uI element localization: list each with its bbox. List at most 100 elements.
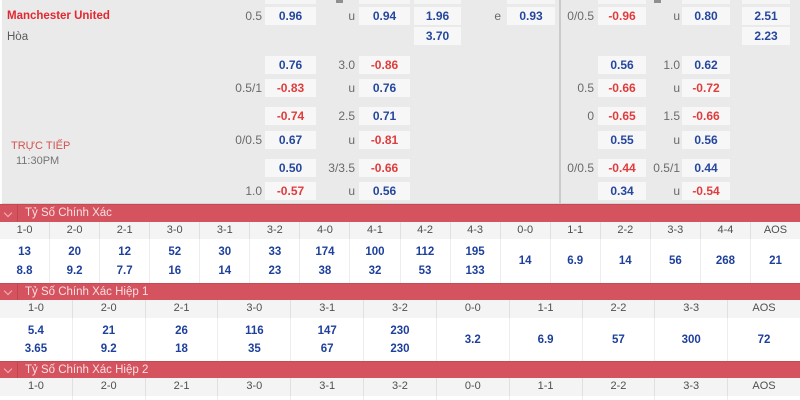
score-odds-value[interactable]: 3.65 — [24, 343, 48, 356]
odds-cell[interactable]: -0.66 — [682, 107, 730, 125]
score-odds-value[interactable]: 3.2 — [464, 333, 481, 346]
score-odds-value[interactable]: 32 — [368, 264, 382, 277]
score-odds-value[interactable]: 7.7 — [116, 264, 133, 277]
score-odds-value[interactable]: 57 — [612, 333, 625, 346]
score-odds-value[interactable]: 67 — [320, 343, 334, 356]
score-odds-value[interactable]: 230 — [390, 324, 410, 337]
score-odds-value[interactable]: 300 — [681, 333, 701, 346]
odds-cell[interactable]: -0.57 — [265, 182, 316, 200]
collapse-toggle[interactable] — [0, 283, 18, 300]
odds-cell[interactable]: 0.94 — [359, 7, 410, 25]
score-odds-value[interactable]: 195 — [465, 246, 485, 259]
score-column-header: 2-2 — [601, 221, 651, 239]
score-odds-value[interactable]: 268 — [715, 255, 735, 267]
score-column-header: AOS — [752, 380, 776, 392]
score-odds-column — [73, 395, 146, 400]
score-odds-value[interactable]: 20 — [68, 246, 81, 259]
section-header-bar[interactable]: Tỷ Số Chính Xác Hiệp 1 — [0, 282, 800, 300]
odds-cell[interactable]: 0.93 — [507, 7, 555, 25]
score-values-row: 13 8.8 20 9.2 12 7.7 52 16 30 14 33 23 174 38 100 32 112… — [0, 239, 800, 283]
section-header-bar[interactable]: Tỷ Số Chính Xác Hiệp 2 — [0, 360, 800, 378]
odds-cell[interactable]: 2.23 — [742, 27, 790, 45]
odds-cell[interactable]: -0.72 — [682, 79, 730, 97]
score-odds-value[interactable]: 8.8 — [16, 264, 33, 277]
odds-cell[interactable]: 0.50 — [265, 159, 316, 177]
score-odds-value[interactable]: 112 — [415, 246, 435, 259]
odds-cell[interactable]: -0.86 — [359, 55, 410, 74]
score-odds-value[interactable]: 33 — [268, 246, 282, 259]
odds-cell[interactable]: 0.56 — [359, 182, 410, 200]
score-odds-value[interactable]: 52 — [168, 246, 182, 259]
odds-cell[interactable]: -0.81 — [359, 130, 410, 149]
odds-cell[interactable]: 1.96 — [414, 7, 461, 25]
score-odds-value[interactable]: 18 — [175, 343, 188, 356]
line-label: u — [348, 81, 355, 95]
score-odds-column — [364, 395, 437, 400]
score-odds-value[interactable]: 53 — [418, 264, 432, 277]
score-header-row: 1-0 2-0 2-1 3-0 3-1 3-2 0-0 1-1 2-2 3-3 AOS — [0, 300, 800, 318]
score-odds-value[interactable]: 30 — [218, 246, 232, 259]
odds-cell[interactable]: 0.62 — [682, 55, 730, 74]
cropped-row-remnant — [265, 0, 316, 4]
line-label: 0/0.5 — [235, 132, 262, 147]
odds-cell[interactable]: 0.96 — [265, 7, 316, 25]
odds-cell[interactable]: 2.51 — [742, 7, 790, 25]
score-odds-column: 112 53 — [401, 239, 451, 283]
odds-cell[interactable]: 0.76 — [265, 55, 316, 74]
score-odds-value[interactable]: 100 — [365, 246, 385, 259]
score-odds-value[interactable]: 147 — [317, 324, 337, 337]
odds-cell[interactable]: 0.34 — [598, 182, 646, 200]
odds-cell[interactable]: -0.66 — [359, 159, 410, 177]
score-column-header: 4-1 — [350, 221, 401, 239]
score-column-header: 3-0 — [218, 300, 292, 318]
odds-cell[interactable]: 0.56 — [598, 55, 646, 74]
score-odds-value[interactable]: 72 — [757, 333, 771, 346]
odds-cell[interactable]: -0.44 — [598, 159, 646, 177]
score-odds-column: 72 — [728, 318, 800, 362]
score-odds-value[interactable]: 230 — [390, 343, 410, 356]
score-odds-value[interactable]: 6.9 — [567, 255, 584, 267]
odds-cell[interactable]: -0.54 — [682, 182, 730, 200]
cropped-row-remnant — [742, 0, 790, 4]
collapse-toggle[interactable] — [0, 205, 18, 222]
odds-cell[interactable]: 0.44 — [682, 159, 730, 177]
odds-cell[interactable]: 0.71 — [359, 107, 410, 125]
section-header-bar[interactable]: Tỷ Số Chính Xác — [0, 204, 800, 222]
score-odds-column: 116 35 — [218, 317, 292, 361]
score-odds-value[interactable]: 116 — [245, 324, 264, 337]
score-odds-value[interactable]: 14 — [618, 255, 632, 267]
odds-cell[interactable]: -0.74 — [265, 107, 316, 125]
line-label: 0 — [587, 109, 594, 123]
score-odds-value[interactable]: 13 — [18, 246, 31, 259]
score-odds-value[interactable]: 5.4 — [27, 324, 44, 337]
odds-cell[interactable]: 0.80 — [682, 7, 730, 25]
odds-cell[interactable]: 3.70 — [414, 27, 461, 45]
score-odds-value[interactable]: 23 — [268, 264, 282, 277]
score-odds-value[interactable]: 35 — [247, 343, 261, 356]
score-odds-value[interactable]: 12 — [118, 246, 132, 259]
odds-cell[interactable]: -0.66 — [598, 79, 646, 97]
score-odds-value[interactable]: 26 — [175, 324, 188, 337]
score-odds-column: 174 38 — [300, 239, 351, 283]
score-odds-value[interactable]: 21 — [102, 324, 116, 337]
score-odds-value[interactable]: 14 — [518, 255, 532, 267]
score-odds-value[interactable]: 9.2 — [66, 264, 83, 277]
odds-cell[interactable]: 0.55 — [598, 130, 646, 149]
odds-cell[interactable]: 0.56 — [682, 130, 730, 149]
odds-cell[interactable]: -0.96 — [598, 7, 646, 25]
odds-cell[interactable]: 0.76 — [359, 79, 410, 97]
collapse-toggle[interactable] — [0, 361, 18, 378]
score-odds-value[interactable]: 56 — [668, 255, 682, 267]
score-odds-value[interactable]: 6.9 — [537, 333, 554, 346]
score-odds-value[interactable]: 14 — [218, 264, 232, 277]
score-odds-value[interactable]: 21 — [769, 255, 782, 267]
score-odds-value[interactable]: 174 — [315, 246, 335, 259]
score-odds-value[interactable]: 9.2 — [100, 343, 117, 356]
score-odds-value[interactable]: 38 — [318, 264, 332, 277]
odds-cell[interactable]: -0.83 — [265, 79, 316, 97]
score-odds-value[interactable]: 16 — [168, 264, 182, 277]
score-odds-value[interactable]: 133 — [465, 264, 485, 277]
odds-cell[interactable]: -0.65 — [598, 107, 646, 125]
left-edge-strip — [0, 0, 2, 204]
odds-cell[interactable]: 0.67 — [265, 130, 316, 149]
